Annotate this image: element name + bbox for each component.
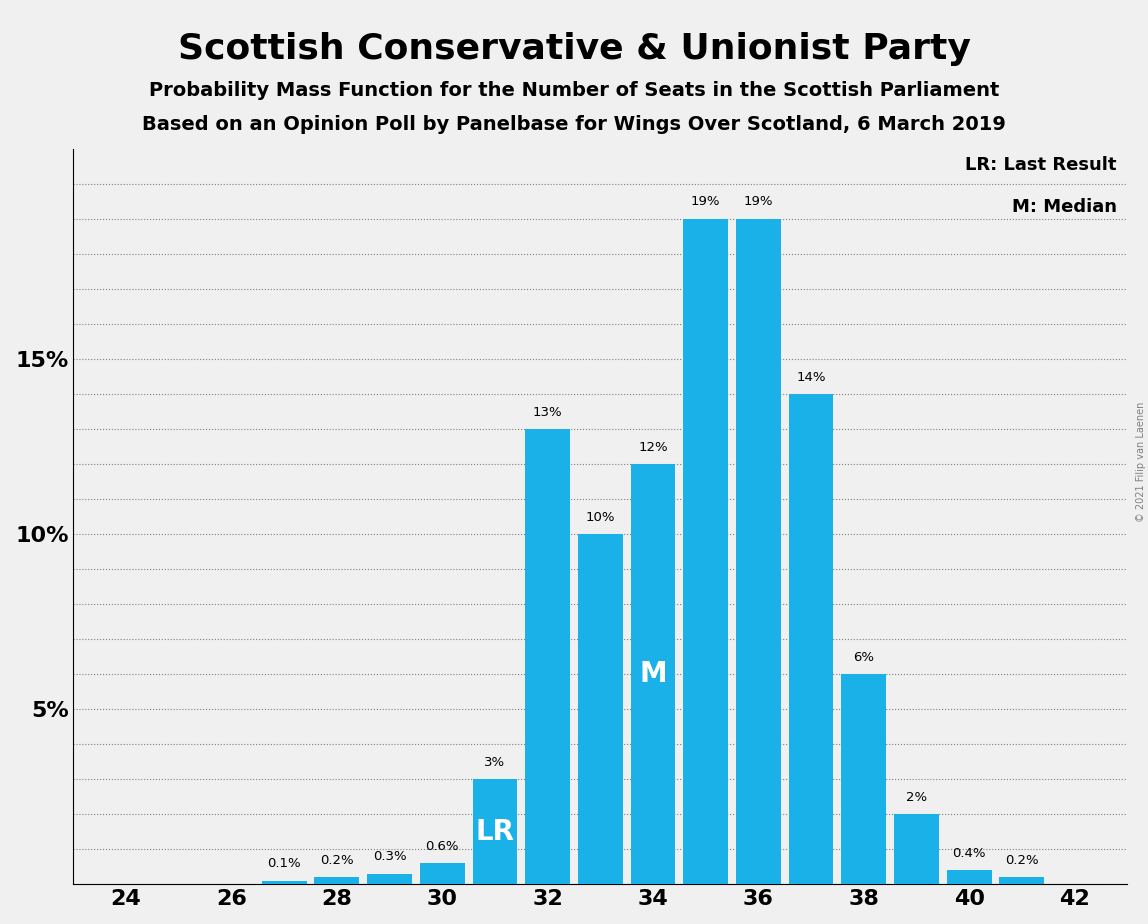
Bar [947,870,992,884]
Bar [420,863,465,884]
Text: Scottish Conservative & Unionist Party: Scottish Conservative & Unionist Party [178,32,970,67]
Text: M: Median: M: Median [1011,198,1117,216]
Bar [683,219,728,884]
Text: 0.4%: 0.4% [953,846,986,859]
Text: LR: LR [475,818,514,845]
Bar [630,464,675,884]
Text: 0.3%: 0.3% [373,850,406,863]
Text: © 2021 Filip van Laenen: © 2021 Filip van Laenen [1135,402,1146,522]
Text: 3%: 3% [484,756,505,769]
Text: 0.6%: 0.6% [426,840,459,853]
Text: 19%: 19% [691,196,721,209]
Bar [736,219,781,884]
Text: 2%: 2% [906,791,928,804]
Text: 0.2%: 0.2% [1004,854,1039,867]
Bar [789,394,833,884]
Text: Based on an Opinion Poll by Panelbase for Wings Over Scotland, 6 March 2019: Based on an Opinion Poll by Panelbase fo… [142,115,1006,134]
Bar [1000,877,1045,884]
Bar [894,814,939,884]
Text: 10%: 10% [585,511,615,524]
Text: 19%: 19% [744,196,773,209]
Text: 0.1%: 0.1% [267,857,301,870]
Bar [526,429,571,884]
Bar [315,877,359,884]
Bar [367,873,412,884]
Text: LR: Last Result: LR: Last Result [965,156,1117,174]
Text: Probability Mass Function for the Number of Seats in the Scottish Parliament: Probability Mass Function for the Number… [149,81,999,101]
Text: 6%: 6% [853,650,875,663]
Bar [262,881,307,884]
Bar [841,675,886,884]
Text: 0.2%: 0.2% [320,854,354,867]
Text: 12%: 12% [638,441,668,454]
Text: M: M [639,660,667,688]
Text: 14%: 14% [797,371,825,383]
Bar [473,779,518,884]
Bar [577,534,622,884]
Text: 13%: 13% [533,406,563,419]
